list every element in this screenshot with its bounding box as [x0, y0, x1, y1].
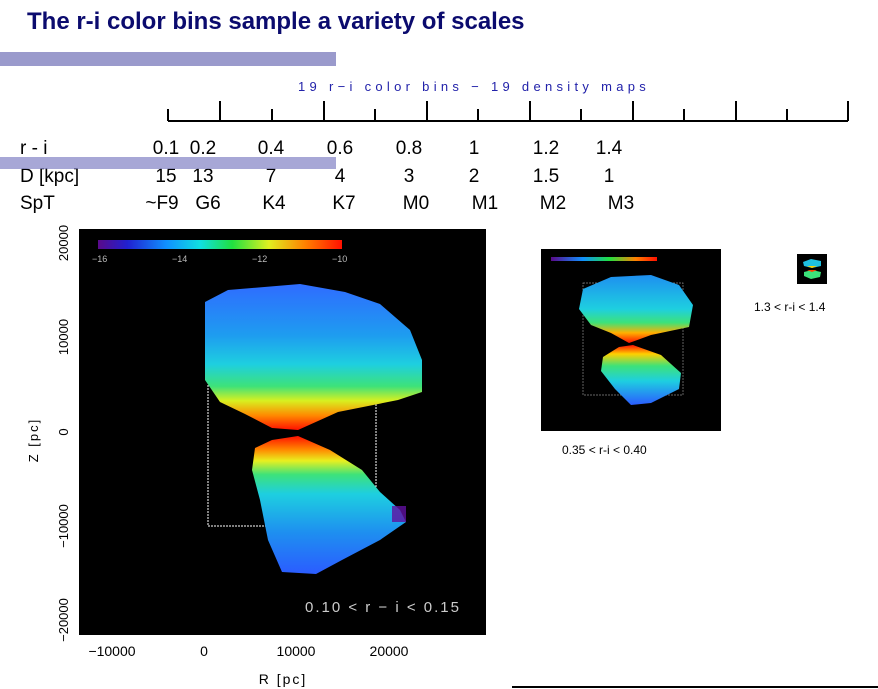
cell-spt: K7 [332, 193, 356, 214]
small-map-caption: 1.3 < r-i < 1.4 [754, 300, 826, 314]
cell-spt: M3 [607, 193, 635, 214]
colorbar-tick: −12 [252, 254, 267, 264]
footer-rule [512, 686, 878, 688]
main-bin-label: 0.10 < r − i < 0.15 [305, 599, 461, 616]
x-tick: 20000 [370, 643, 409, 659]
cell-dist: 3 [403, 166, 415, 187]
cell-dist: 4 [334, 166, 346, 187]
y-axis-label: Z [pc] [26, 418, 41, 463]
cell-dist: 2 [468, 166, 480, 187]
row-label-distance: D [kpc] [20, 166, 80, 187]
y-tick: 10000 [56, 319, 71, 355]
x-axis-label: R [pc] [259, 671, 308, 687]
y-tick: −20000 [56, 598, 71, 642]
cell-spt: M2 [539, 193, 567, 214]
x-tick: 0 [200, 643, 208, 659]
cell-ri: 0.6 [326, 138, 354, 159]
title-underline-bar [0, 52, 336, 66]
cell-ri: 0.4 [257, 138, 285, 159]
y-tick: 20000 [56, 225, 71, 261]
mid-map-caption: 0.35 < r-i < 0.40 [562, 443, 647, 457]
row-label-ri: r - i [20, 138, 48, 159]
cell-ri: 0.8 [395, 138, 423, 159]
x-tick: 10000 [277, 643, 316, 659]
row-label-spectral-type: SpT [20, 193, 55, 214]
colorbar-tick: −14 [172, 254, 187, 264]
upper-cone [205, 284, 422, 430]
small-density-map [797, 254, 827, 284]
cell-spt: G6 [195, 193, 221, 214]
cell-spt: K4 [262, 193, 286, 214]
cell-ri: 1 [468, 138, 480, 159]
cell-ri: 0.1 [152, 138, 180, 159]
colorbar-tick: −10 [332, 254, 347, 264]
cell-ri: 1.2 [532, 138, 560, 159]
cell-ri: 0.2 [189, 138, 217, 159]
colorbar [98, 240, 342, 249]
cell-dist: 7 [265, 166, 277, 187]
cell-dist: 13 [192, 166, 214, 187]
cell-spt: M0 [402, 193, 430, 214]
cell-dist: 15 [155, 166, 177, 187]
color-bin-ruler [167, 101, 849, 122]
x-tick: −10000 [88, 643, 135, 659]
overlay-bar [0, 157, 336, 169]
mid-density-map [541, 249, 721, 431]
lower-cone [252, 436, 406, 574]
cell-dist: 1 [603, 166, 615, 187]
colorbar-tick: −16 [92, 254, 107, 264]
main-density-map: −16 −14 −12 −10 0.10 < r − i < 0.15 −100… [26, 225, 486, 687]
y-tick: −10000 [56, 504, 71, 548]
color-bins-caption: 19 r−i color bins − 19 density maps [298, 79, 651, 94]
cell-dist: 1.5 [532, 166, 560, 187]
cell-spt: ~F9 [145, 193, 179, 214]
slide-title: The r-i color bins sample a variety of s… [27, 8, 525, 35]
cell-ri: 1.4 [595, 138, 623, 159]
y-tick: 0 [56, 428, 71, 435]
cell-spt: M1 [471, 193, 499, 214]
